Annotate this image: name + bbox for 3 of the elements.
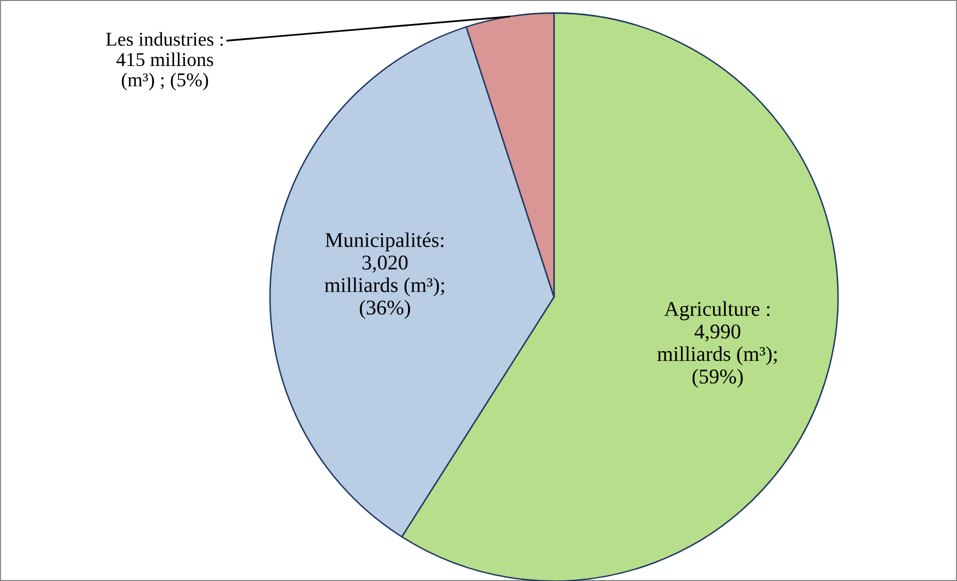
slice-label: Les industries : 415 millions (m³) ; (5%) xyxy=(106,32,223,90)
slice-label: Municipalités: 3,020 milliards (m³); (36%) xyxy=(324,232,444,319)
slice-label: Agriculture : 4,990 milliards (m³); (59%) xyxy=(657,301,777,388)
